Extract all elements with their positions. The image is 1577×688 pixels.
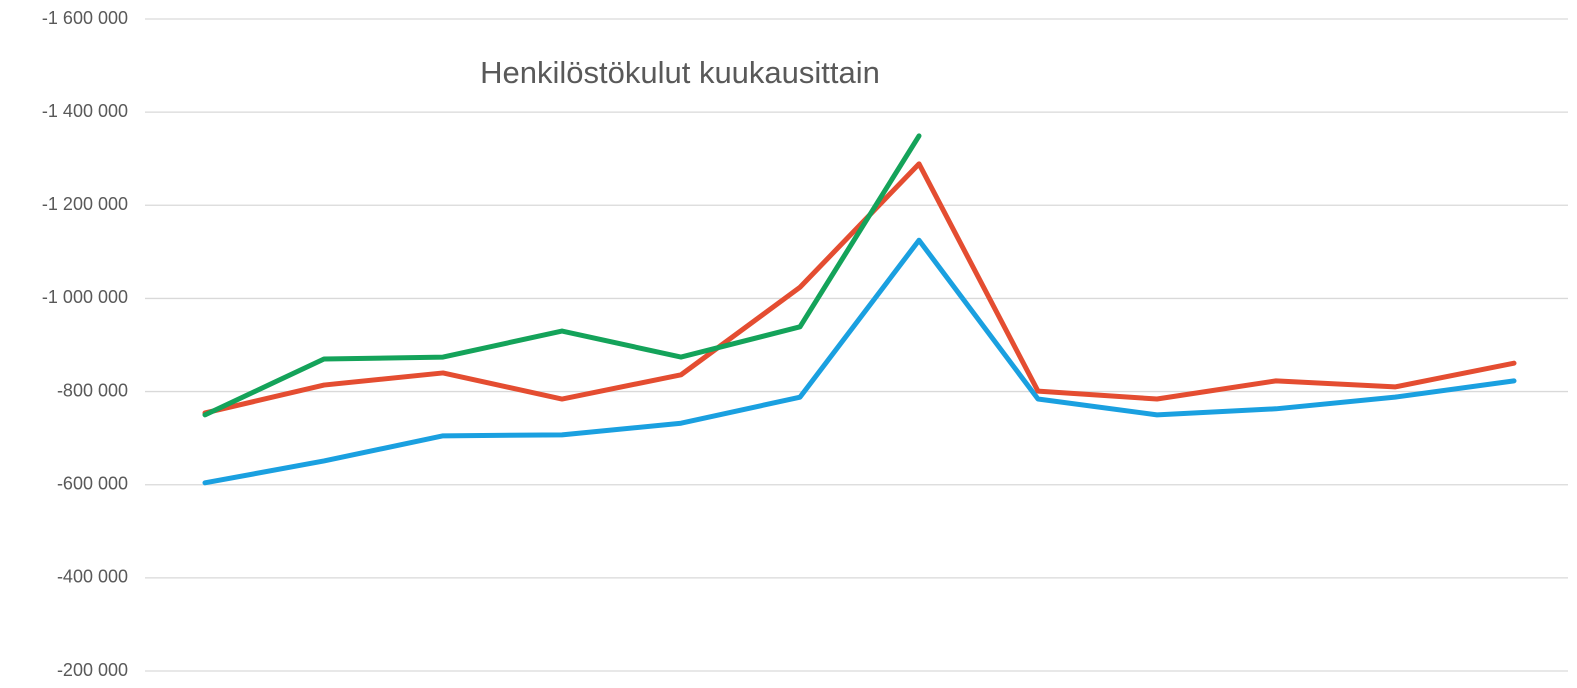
y-tick-label: -1 000 000	[42, 287, 128, 307]
y-tick-label: -1 200 000	[42, 194, 128, 214]
series-line	[202, 161, 1517, 416]
y-tick-label: -200 000	[57, 660, 128, 680]
y-tick-label: -1 600 000	[42, 8, 128, 28]
series-line	[202, 237, 1517, 486]
series-line	[202, 133, 922, 418]
y-tick-label: -1 400 000	[42, 101, 128, 121]
y-tick-label: -400 000	[57, 567, 128, 587]
y-tick-label: -800 000	[57, 380, 128, 400]
y-tick-label: -600 000	[57, 473, 128, 493]
chart-title: Henkilöstökulut kuukausittain	[480, 55, 880, 90]
